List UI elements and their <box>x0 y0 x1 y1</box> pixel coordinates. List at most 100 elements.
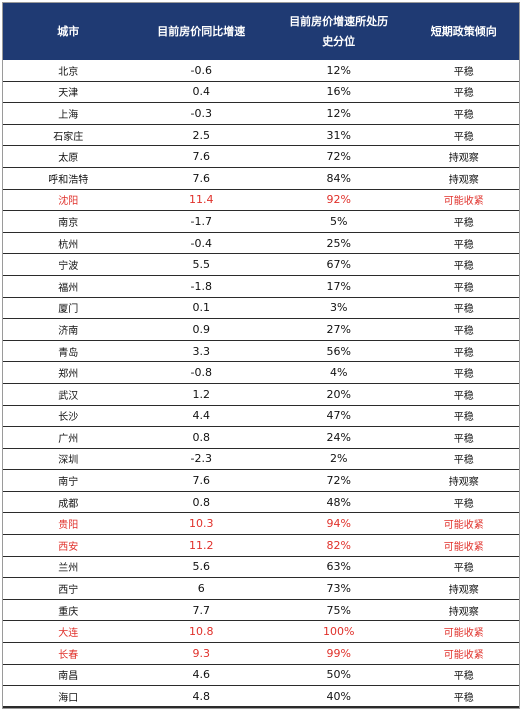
city-cell: 呼和浩特 <box>48 174 89 186</box>
policy-cell: 平稳 <box>453 390 474 402</box>
policy-cell: 平稳 <box>453 304 474 316</box>
policy-cell: 平稳 <box>453 217 474 229</box>
percentile-cell: 16% <box>326 85 351 99</box>
yoy-cell: 0.8 <box>192 495 210 509</box>
policy-cell: 平稳 <box>453 131 474 143</box>
policy-cell: 可能收紧 <box>443 196 484 208</box>
percentile-cell: 63% <box>326 560 351 574</box>
table-row: 宁波 5.5 67% 平稳 <box>3 254 519 276</box>
city-cell: 南宁 <box>58 477 79 489</box>
header-historical-percentile: 目前房价增速所处历史分位 <box>269 3 408 60</box>
yoy-cell: 9.3 <box>192 646 210 660</box>
policy-cell: 平稳 <box>453 671 474 683</box>
table-row: 天津 0.4 16% 平稳 <box>3 82 519 104</box>
yoy-cell: 6 <box>197 582 205 596</box>
table-row: 兰州 5.6 63% 平稳 <box>3 557 519 579</box>
percentile-cell: 2% <box>329 452 348 466</box>
table-row: 大连 10.8 100% 可能收紧 <box>3 621 519 644</box>
yoy-cell: 2.5 <box>192 128 210 142</box>
table-row: 呼和浩特 7.6 84% 持观察 <box>3 168 519 190</box>
policy-cell: 可能收紧 <box>443 649 484 661</box>
table-row: 上海 -0.3 12% 平稳 <box>3 103 519 125</box>
table-row: 济南 0.9 27% 平稳 <box>3 319 519 341</box>
percentile-cell: 73% <box>326 582 351 596</box>
policy-cell: 平稳 <box>453 498 474 510</box>
percentile-cell: 50% <box>326 668 351 682</box>
yoy-cell: 4.8 <box>192 689 210 703</box>
table-row: 沈阳 11.4 92% 可能收紧 <box>3 190 519 212</box>
yoy-cell: 10.3 <box>188 517 214 531</box>
yoy-cell: 4.6 <box>192 668 210 682</box>
city-cell: 沈阳 <box>58 196 79 208</box>
table-header: 城市 目前房价同比增速 目前房价增速所处历史分位 短期政策倾向 <box>3 3 519 60</box>
table-row: 武汉 1.2 20% 平稳 <box>3 384 519 406</box>
yoy-cell: -0.4 <box>190 236 212 250</box>
yoy-cell: -0.8 <box>190 366 212 380</box>
percentile-cell: 67% <box>326 258 351 272</box>
policy-cell: 平稳 <box>453 347 474 359</box>
percentile-cell: 56% <box>326 344 351 358</box>
city-cell: 成都 <box>58 498 79 510</box>
city-cell: 广州 <box>58 433 79 445</box>
percentile-cell: 75% <box>326 603 351 617</box>
table-row: 海口 4.8 40% 平稳 <box>3 686 519 708</box>
percentile-cell: 4% <box>329 366 348 380</box>
yoy-cell: 1.2 <box>192 387 210 401</box>
city-cell: 福州 <box>58 282 79 294</box>
table-row: 重庆 7.7 75% 持观察 <box>3 600 519 622</box>
city-cell: 兰州 <box>58 563 79 575</box>
yoy-cell: 7.6 <box>192 171 210 185</box>
city-cell: 武汉 <box>58 390 79 402</box>
policy-cell: 持观察 <box>448 174 479 186</box>
percentile-cell: 31% <box>326 128 351 142</box>
policy-cell: 平稳 <box>453 261 474 273</box>
yoy-cell: 7.7 <box>192 603 210 617</box>
percentile-cell: 72% <box>326 150 351 164</box>
city-cell: 南京 <box>58 217 79 229</box>
policy-cell: 平稳 <box>453 433 474 445</box>
table-row: 南宁 7.6 72% 持观察 <box>3 470 519 492</box>
percentile-cell: 99% <box>326 646 351 660</box>
yoy-cell: -0.3 <box>190 106 212 120</box>
percentile-cell: 100% <box>322 625 355 639</box>
policy-cell: 平稳 <box>453 282 474 294</box>
percentile-cell: 82% <box>326 538 351 552</box>
percentile-cell: 24% <box>326 430 351 444</box>
city-cell: 海口 <box>58 692 79 704</box>
policy-cell: 平稳 <box>453 109 474 121</box>
policy-cell: 平稳 <box>453 455 474 467</box>
city-cell: 北京 <box>58 66 79 78</box>
table-row: 长春 9.3 99% 可能收紧 <box>3 643 519 665</box>
yoy-cell: 7.6 <box>192 474 210 488</box>
table-row: 南昌 4.6 50% 平稳 <box>3 665 519 687</box>
city-cell: 长春 <box>58 649 79 661</box>
percentile-cell: 27% <box>326 322 351 336</box>
city-cell: 青岛 <box>58 347 79 359</box>
city-cell: 南昌 <box>58 671 79 683</box>
table-row: 北京 -0.6 12% 平稳 <box>3 60 519 82</box>
policy-cell: 可能收紧 <box>443 520 484 532</box>
yoy-cell: 0.9 <box>192 322 210 336</box>
table-row: 杭州 -0.4 25% 平稳 <box>3 233 519 255</box>
percentile-cell: 72% <box>326 474 351 488</box>
header-yoy-growth: 目前房价同比增速 <box>157 24 246 38</box>
yoy-cell: -1.7 <box>190 214 212 228</box>
city-cell: 重庆 <box>58 606 79 618</box>
table-row: 长沙 4.4 47% 平稳 <box>3 406 519 428</box>
percentile-cell: 84% <box>326 171 351 185</box>
percentile-cell: 48% <box>326 495 351 509</box>
city-cell: 郑州 <box>58 369 79 381</box>
policy-cell: 持观察 <box>448 606 479 618</box>
table-row: 福州 -1.8 17% 平稳 <box>3 276 519 298</box>
header-city: 城市 <box>57 24 80 38</box>
policy-cell: 平稳 <box>453 692 474 704</box>
city-cell: 深圳 <box>58 455 79 467</box>
city-cell: 西安 <box>58 541 79 553</box>
table-row: 西安 11.2 82% 可能收紧 <box>3 535 519 557</box>
header-policy: 短期政策倾向 <box>430 24 497 38</box>
table-row: 青岛 3.3 56% 平稳 <box>3 341 519 363</box>
table-row: 石家庄 2.5 31% 平稳 <box>3 125 519 147</box>
yoy-cell: 7.6 <box>192 150 210 164</box>
policy-cell: 平稳 <box>453 412 474 424</box>
